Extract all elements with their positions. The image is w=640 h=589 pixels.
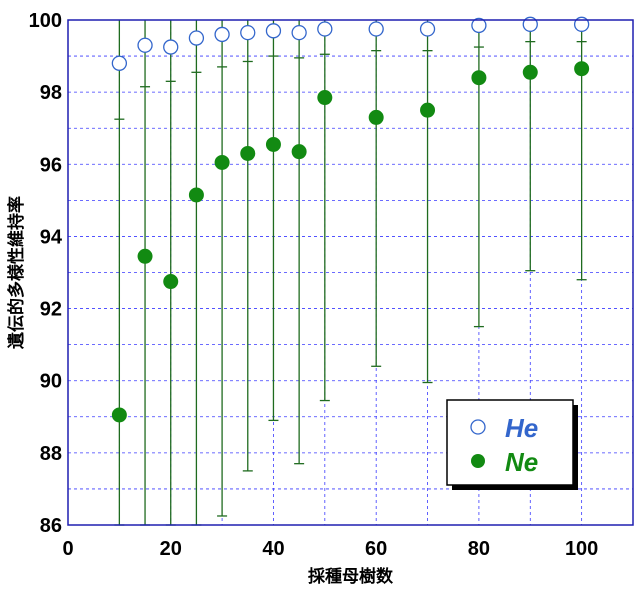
he-point [240, 24, 256, 41]
x-tick-label: 20 [160, 538, 182, 560]
x-axis-title: 採種母樹数 [308, 566, 394, 587]
y-tick-label: 98 [40, 82, 62, 104]
legend-ne-marker [471, 454, 485, 468]
y-tick-label: 86 [40, 515, 62, 537]
he-point [163, 39, 179, 55]
he-point [265, 23, 282, 39]
ne-point [317, 90, 333, 106]
legend-he-label: He [505, 413, 538, 443]
ne-point [420, 102, 436, 118]
ne-point [574, 61, 590, 77]
ne-point [188, 187, 204, 203]
legend-he-marker [470, 419, 486, 435]
ne-point [471, 70, 487, 86]
y-tick-label: 92 [40, 299, 62, 321]
ne-point [111, 407, 127, 423]
ne-point [368, 109, 384, 125]
y-tick-label: 88 [40, 443, 62, 465]
ne-point [522, 64, 538, 80]
y-axis-title: 遺伝的多様性維持率 [6, 196, 27, 349]
he-point [214, 26, 230, 43]
he-point [317, 21, 333, 37]
ne-point [291, 144, 307, 160]
ne-point [137, 248, 153, 264]
y-tick-label: 96 [40, 154, 62, 176]
he-point [471, 17, 487, 34]
ne-point [214, 154, 230, 170]
y-tick-label: 90 [40, 371, 62, 393]
legend: He Ne [446, 399, 578, 490]
ne-point [163, 274, 179, 290]
he-point [522, 16, 538, 32]
he-point [419, 21, 436, 37]
he-point [573, 16, 590, 32]
he-point [188, 30, 205, 46]
tick-labels: 0 20 40 60 80 100 86 88 90 92 94 96 98 100 [29, 10, 599, 560]
plot-area-frame [67, 19, 634, 526]
legend-box [446, 399, 574, 486]
error-bars [114, 20, 587, 526]
he-point [137, 37, 153, 53]
x-tick-label: 60 [365, 538, 387, 560]
legend-ne-label: Ne [505, 447, 538, 477]
x-tick-label: 80 [468, 538, 490, 560]
ne-point [240, 145, 256, 161]
he-point [291, 24, 307, 41]
x-tick-label: 100 [565, 538, 598, 560]
data-points [111, 16, 590, 423]
y-tick-label: 94 [40, 226, 63, 248]
he-point [111, 55, 128, 71]
x-tick-label: 0 [62, 538, 73, 560]
ne-point [265, 136, 281, 152]
he-point [368, 21, 384, 37]
x-tick-label: 40 [262, 538, 284, 560]
y-tick-label: 100 [29, 10, 62, 32]
